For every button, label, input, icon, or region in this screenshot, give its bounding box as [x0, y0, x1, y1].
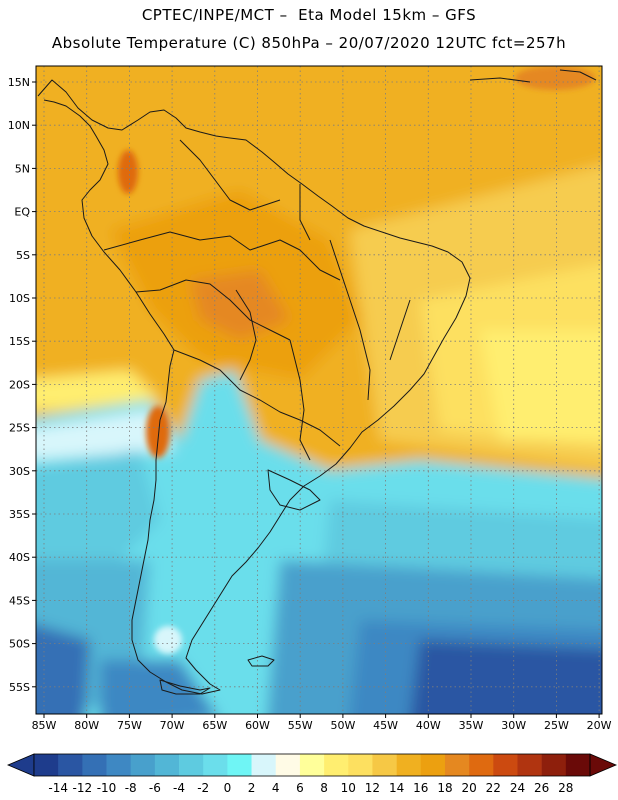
colorbar-swatch: [203, 754, 228, 776]
colorbar-swatch: [565, 754, 591, 776]
lat-label: 55S: [9, 681, 30, 694]
lon-label: 45W: [373, 719, 398, 732]
colorbar-tick-label: 22: [486, 781, 501, 795]
lat-label: 25S: [9, 422, 30, 435]
lon-label: 40W: [416, 719, 441, 732]
colorbar-tick-label: 4: [272, 781, 280, 795]
colorbar-swatch: [130, 754, 156, 776]
colorbar-tick-label: 26: [534, 781, 549, 795]
colorbar-swatch: [299, 754, 325, 776]
lon-label: 80W: [74, 719, 99, 732]
colorbar-tick-label: 20: [461, 781, 476, 795]
colorbar-swatch: [444, 754, 470, 776]
colorbar-tick-label: -6: [149, 781, 161, 795]
colorbar-under-arrow: [6, 753, 35, 777]
colorbar-tick-label: 24: [510, 781, 525, 795]
lon-label: 30W: [501, 719, 526, 732]
colorbar-tick-label: 14: [389, 781, 404, 795]
colorbar-swatch: [348, 754, 373, 776]
colorbar-tick-label: 8: [320, 781, 328, 795]
colorbar-over-arrow: [589, 753, 618, 777]
lat-label: 45S: [9, 594, 30, 607]
lat-label: 5N: [15, 162, 30, 175]
colorbar-tick-label: -10: [97, 781, 117, 795]
lat-label: 10N: [8, 119, 30, 132]
lat-label: 10S: [9, 292, 30, 305]
colorbar-swatch: [106, 754, 131, 776]
colorbar-swatch: [179, 754, 204, 776]
lon-label: 25W: [544, 719, 569, 732]
title-line-1: CPTEC/INPE/MCT – Eta Model 15km – GFS: [141, 6, 477, 24]
coastlines: [37, 69, 597, 695]
latitude-labels: 15N 10N 5N EQ 5S 10S 15S 20S 25S 30S 35S 40S 45S 50S 5…: [8, 76, 36, 694]
lon-label: 65W: [202, 719, 227, 732]
colorbar-tick-label: -4: [173, 781, 185, 795]
lat-label: 20S: [9, 378, 30, 391]
colorbar-swatch: [541, 754, 567, 776]
lat-label: EQ: [14, 206, 30, 219]
lon-label: 35W: [459, 719, 484, 732]
lon-label: 20W: [587, 719, 612, 732]
colorbar-swatch: [517, 754, 542, 776]
colorbar-tick-label: -12: [73, 781, 93, 795]
colorbar-swatch: [34, 754, 59, 776]
colorbar-tick-label: -2: [197, 781, 209, 795]
colorbar-swatch: [396, 754, 422, 776]
colorbar-tick-label: 16: [413, 781, 428, 795]
lon-label: 75W: [117, 719, 142, 732]
colorbar-swatch: [420, 754, 446, 776]
colorbar-tick-label: -8: [125, 781, 137, 795]
colorbar-tick-label: 10: [341, 781, 356, 795]
lat-label: 50S: [9, 638, 30, 651]
lat-label: 35S: [9, 508, 30, 521]
colorbar-swatch: [469, 754, 494, 776]
colorbar-swatch: [275, 754, 301, 776]
colorbar-tick-label: 6: [296, 781, 304, 795]
lat-label: 30S: [9, 465, 30, 478]
colorbar-swatch: [82, 754, 107, 776]
colorbar-tick-label: 28: [558, 781, 573, 795]
lat-label: 5S: [16, 249, 30, 262]
colorbar-tick-label: 2: [248, 781, 256, 795]
colorbar-tick-label: -14: [48, 781, 68, 795]
title-line-2: Absolute Temperature (C) 850hPa – 20/07/…: [51, 34, 567, 52]
lat-label: 40S: [9, 551, 30, 564]
map-frame: [35, 65, 603, 715]
colorbar-swatch: [251, 754, 277, 776]
lon-label: 60W: [245, 719, 270, 732]
lon-label: 55W: [288, 719, 313, 732]
lon-label: 50W: [330, 719, 355, 732]
lat-label: 15N: [8, 76, 30, 89]
graticule: [36, 66, 602, 714]
colorbar: -14 -12 -10 -8 -6 -4 -2 0 2 4 6 8 10 12 14 16 18 20 22 24 26…: [6, 753, 618, 795]
temperature-field: [36, 66, 602, 714]
colorbar-swatch: [58, 754, 83, 776]
colorbar-tick-label: 18: [437, 781, 452, 795]
lat-label: 15S: [9, 335, 30, 348]
colorbar-swatch: [154, 754, 180, 776]
colorbar-tick-label: 0: [224, 781, 232, 795]
colorbar-swatch: [493, 754, 518, 776]
colorbar-swatch: [324, 754, 349, 776]
longitude-labels: 85W 80W 75W 70W 65W 60W 55W 50W 45W 40W 35W 30W 25W 2…: [32, 714, 612, 732]
lon-label: 70W: [160, 719, 185, 732]
colorbar-swatch: [372, 754, 397, 776]
colorbar-tick-label: 12: [365, 781, 380, 795]
colorbar-swatch: [227, 754, 252, 776]
lon-label: 85W: [32, 719, 57, 732]
